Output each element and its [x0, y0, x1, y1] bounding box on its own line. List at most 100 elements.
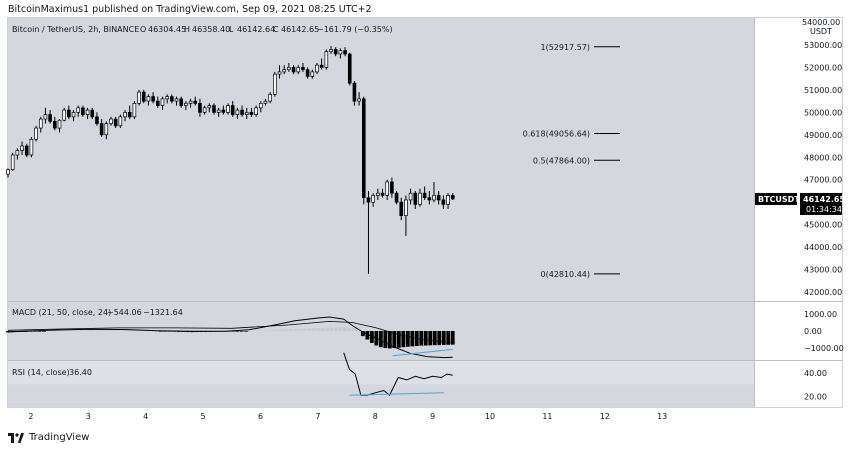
candle-body — [193, 100, 198, 104]
candle-body — [29, 138, 34, 156]
macd-histogram-bar — [325, 327, 329, 331]
macd-histogram-bar — [334, 327, 338, 331]
candle-body — [90, 109, 95, 118]
macd-histogram-bar — [262, 330, 266, 331]
macd-histogram-bar — [77, 329, 82, 331]
candle-body — [10, 154, 15, 170]
candle-body — [141, 91, 146, 102]
candle-body — [244, 111, 249, 115]
candle-body — [333, 49, 338, 55]
symbol-tag: BTCUSDT — [758, 195, 800, 204]
candle-body — [319, 64, 324, 68]
candle-body — [57, 119, 62, 129]
candle-body — [366, 197, 371, 203]
macd-histogram-bar — [392, 331, 397, 349]
candle-body — [76, 107, 81, 113]
candle-body — [123, 111, 127, 118]
macd-histogram-bar — [59, 330, 64, 332]
macd-histogram-bar — [419, 331, 424, 346]
macd-line — [7, 316, 453, 359]
candle-body — [151, 96, 155, 102]
macd-histogram-bar — [55, 330, 60, 332]
macd-histogram-bar — [275, 329, 280, 331]
candle-body — [254, 107, 258, 115]
candle-body — [81, 107, 85, 115]
x-tick-label: 6 — [258, 412, 263, 421]
chart-frame[interactable] — [7, 17, 843, 408]
candle-body — [235, 109, 240, 115]
x-tick-label: 10 — [485, 412, 495, 421]
macd-histogram-bar — [401, 331, 406, 348]
candle-body — [137, 91, 141, 104]
macd-histogram-bar — [91, 329, 96, 331]
candle-body — [394, 192, 399, 203]
macd-histogram-bar — [257, 330, 262, 332]
price-tick-label: 52000.00 — [804, 63, 842, 72]
candle-body — [71, 111, 76, 118]
rsi-line — [343, 352, 453, 396]
candle-body — [156, 100, 160, 106]
macd-histogram-bar — [73, 329, 78, 331]
candle-body — [202, 107, 207, 113]
macd-histogram-bar — [320, 327, 325, 331]
rsi-tick-label: 20.00 — [804, 392, 827, 401]
candle-body — [165, 96, 169, 100]
candle-body — [408, 192, 413, 201]
macd-histogram-bar — [158, 331, 163, 332]
candle-body — [24, 145, 29, 156]
macd-divergence-trendline — [392, 348, 453, 357]
candle-body — [441, 199, 446, 205]
macd-histogram-bar — [311, 328, 316, 331]
macd-histogram-bar — [51, 330, 55, 332]
price-tag-value: 46142.65 — [803, 195, 845, 204]
candle-body — [427, 197, 432, 201]
candle-body — [198, 102, 202, 113]
candle-body — [432, 195, 436, 201]
macd-histogram-bar — [95, 329, 100, 331]
macd-tick-label: 0.00 — [804, 327, 822, 336]
candle-body — [404, 199, 408, 217]
footer-brand[interactable]: TradingView — [29, 432, 90, 443]
candle-body — [179, 98, 184, 106]
candle-body — [170, 96, 174, 102]
rsi-band — [8, 361, 754, 385]
candle-body — [399, 201, 404, 217]
price-axis-top-label: 54000.00 — [802, 18, 840, 27]
symbol-title: Bitcoin / TetherUS, 2h, BINANCE — [12, 25, 139, 34]
candle-body — [113, 118, 118, 127]
price-pane[interactable] — [8, 18, 754, 301]
ohlc-close-value: 46142.65 — [281, 25, 319, 34]
candle-body — [296, 67, 301, 73]
macd-histogram-bar — [396, 331, 401, 348]
candle-body — [216, 109, 221, 113]
rsi-tick-label: 40.00 — [804, 369, 827, 378]
x-tick-label: 12 — [600, 412, 610, 421]
candle-body — [6, 169, 10, 175]
candle-body — [249, 111, 254, 115]
x-tick-label: 7 — [315, 412, 320, 421]
macd-histogram-bar — [64, 330, 69, 331]
macd-tick-label: −1000.00 — [804, 344, 844, 353]
macd-histogram-bar — [239, 331, 244, 332]
candle-body — [109, 118, 113, 124]
candle-body — [446, 195, 450, 205]
macd-histogram-bar — [356, 329, 361, 331]
candle-body — [20, 145, 24, 151]
rsi-divergence-trendline — [349, 392, 445, 396]
price-tick-label: 51000.00 — [804, 86, 842, 95]
rsi-value: 36.40 — [69, 368, 92, 377]
macd-value-1: −544.06 — [107, 308, 142, 317]
footer: TradingView — [8, 432, 89, 443]
ohlc-high-label: H — [184, 25, 190, 34]
tradingview-logo-icon[interactable] — [8, 432, 24, 443]
candle-body — [310, 71, 315, 77]
macd-histogram-bar — [293, 328, 298, 331]
macd-histogram-bar — [437, 331, 442, 346]
ohlc-high-value: 46358.40 — [192, 25, 230, 34]
macd-histogram-bar — [298, 328, 302, 331]
macd-histogram-bar — [154, 331, 159, 332]
macd-histogram-bar — [378, 331, 383, 348]
macd-histogram-bar — [423, 331, 428, 346]
candle-body — [146, 96, 151, 102]
